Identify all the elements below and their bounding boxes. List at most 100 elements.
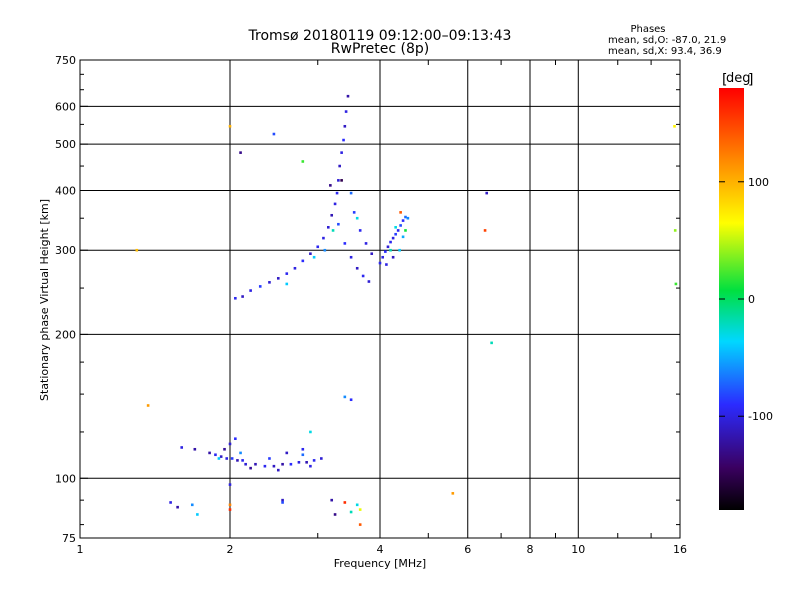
echo-point <box>219 455 223 458</box>
echo-point <box>349 255 353 259</box>
y-tick-label: 600 <box>55 100 76 113</box>
echo-point <box>329 184 332 187</box>
echo-point <box>451 492 455 495</box>
echo-point <box>485 191 489 195</box>
echo-point <box>135 248 139 252</box>
echo-point <box>230 457 234 460</box>
echo-point <box>169 501 172 504</box>
echo-point <box>349 510 353 514</box>
echo-point <box>285 451 289 455</box>
echo-point <box>401 219 405 222</box>
echo-point <box>276 277 280 280</box>
echo-point <box>399 211 402 214</box>
y-axis-label: Stationary phase Virtual Height [km] <box>38 199 51 401</box>
echo-point <box>301 453 305 457</box>
echo-point <box>490 341 493 345</box>
echo-point <box>389 248 392 252</box>
chart-title: Tromsø 20180119 09:12:00–09:13:43 <box>248 28 512 44</box>
echo-point <box>305 461 308 464</box>
echo-point <box>343 124 347 128</box>
echo-point <box>196 513 199 516</box>
echo-point <box>217 457 221 460</box>
echo-point <box>228 442 232 446</box>
echo-point <box>228 124 232 128</box>
echo-point <box>239 151 242 154</box>
echo-point <box>355 503 359 507</box>
y-tick-label: 750 <box>55 54 76 67</box>
echo-point <box>361 274 365 278</box>
echo-point <box>146 404 150 407</box>
echo-point <box>349 398 353 402</box>
echo-point <box>337 222 340 226</box>
echo-point <box>190 503 194 507</box>
echo-point <box>385 263 388 266</box>
y-tick-label: 400 <box>55 184 76 197</box>
grid-layer <box>80 60 680 538</box>
echo-point <box>673 124 676 128</box>
echo-point <box>343 395 347 399</box>
echo-point <box>263 464 267 468</box>
echo-point <box>327 226 330 229</box>
echo-point <box>404 215 407 219</box>
echo-point <box>312 255 316 259</box>
chart-subtitle: RwPretec (8p) <box>331 41 429 57</box>
echo-point <box>399 224 402 227</box>
echo-point <box>323 248 327 252</box>
echo-point <box>301 160 305 163</box>
colorbar-label: deg <box>726 71 751 86</box>
echo-point <box>176 505 179 509</box>
echo-point <box>355 216 359 220</box>
colorbar-tick-label: 100 <box>748 176 769 189</box>
colorbar-ticks: 100 0 -100 <box>719 176 773 423</box>
echo-point <box>309 464 312 468</box>
data-points-layer <box>135 94 678 526</box>
echo-point <box>394 232 397 236</box>
echo-point <box>346 94 350 98</box>
echo-point <box>330 498 334 502</box>
phases-heading: Phases <box>630 24 665 35</box>
echo-point <box>208 451 211 455</box>
echo-point <box>249 466 252 470</box>
echo-point <box>281 498 284 502</box>
echo-point <box>391 255 395 259</box>
echo-point <box>293 266 297 270</box>
echo-point <box>396 229 400 232</box>
echo-point <box>337 179 340 182</box>
echo-point <box>384 250 387 253</box>
echo-point <box>344 110 348 113</box>
echo-point <box>483 229 487 232</box>
echo-point <box>330 213 334 217</box>
echo-point <box>297 461 301 464</box>
echo-point <box>378 261 382 265</box>
echo-point <box>364 242 368 245</box>
echo-point <box>301 259 305 263</box>
colorbar-label-open: [ <box>722 72 727 88</box>
echo-point <box>234 296 237 300</box>
echo-point <box>268 457 271 460</box>
echo-point <box>309 430 312 434</box>
echo-point <box>180 446 184 449</box>
x-tick-label: 6 <box>464 543 471 556</box>
colorbar-label-close: ] <box>748 72 753 88</box>
echo-point <box>272 132 276 136</box>
echo-point <box>352 211 356 214</box>
echo-point <box>309 252 312 256</box>
echo-point <box>358 523 362 526</box>
y-tick-label: 75 <box>62 532 76 545</box>
colorbar-tick-label: 0 <box>748 293 755 306</box>
echo-point <box>312 459 316 462</box>
echo-point <box>358 229 362 232</box>
x-tick-label: 8 <box>527 543 534 556</box>
x-tick-label: 2 <box>227 543 234 556</box>
echo-point <box>316 245 320 249</box>
tick-layer: 1 2 4 6 8 10 16 75 100 200 300 400 500 600 750 <box>55 54 687 556</box>
x-tick-label: 1 <box>77 543 84 556</box>
echo-point <box>272 464 276 468</box>
echo-point <box>289 462 293 466</box>
echo-point <box>391 236 395 240</box>
x-axis-label: Frequency [MHz] <box>334 557 426 570</box>
echo-point <box>333 202 337 206</box>
echo-point <box>673 229 677 232</box>
